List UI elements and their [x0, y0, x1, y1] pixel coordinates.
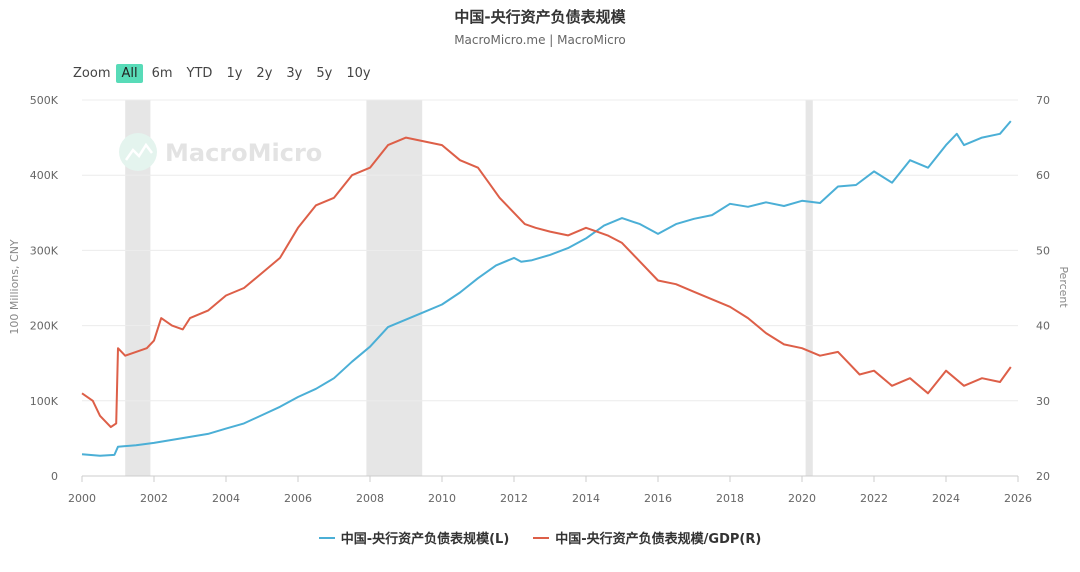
x-tick-label: 2026 — [1004, 492, 1032, 505]
legend-item-balance-sheet-gdp[interactable]: 中国-央行资产负债表规模/GDP(R) — [533, 528, 761, 547]
y-left-tick-label: 400K — [30, 169, 59, 182]
y-axis-right-title: Percent — [1057, 266, 1070, 308]
zoom-button-all[interactable]: All — [116, 63, 143, 83]
x-tick-label: 2018 — [716, 492, 744, 505]
x-tick-label: 2012 — [500, 492, 528, 505]
chart-subtitle: MacroMicro.me | MacroMicro — [454, 33, 626, 47]
x-tick-label: 2008 — [356, 492, 384, 505]
zoom-button-1y[interactable]: 1y — [226, 65, 243, 81]
y-left-tick-label: 100K — [30, 395, 59, 408]
series-line-0[interactable] — [81, 120, 1012, 457]
zoom-button-10y[interactable]: 10y — [346, 65, 371, 81]
watermark-text: MacroMicro — [165, 139, 322, 167]
series-line-1[interactable] — [81, 136, 1012, 429]
y-right-tick-label: 20 — [1036, 470, 1050, 483]
x-tick-label: 2000 — [68, 492, 96, 505]
macromicro-logo-icon — [119, 133, 157, 171]
shaded-period-1 — [366, 100, 423, 476]
legend-item-balance-sheet[interactable]: 中国-央行资产负债表规模(L) — [318, 528, 510, 547]
zoom-button-3y[interactable]: 3y — [286, 65, 303, 81]
zoom-button-5y[interactable]: 5y — [316, 65, 333, 81]
zoom-range-selector: Zoom All 6m YTD 1y 2y 3y 5y 10y — [73, 62, 380, 84]
legend-label: 中国-央行资产负债表规模/GDP(R) — [555, 532, 762, 547]
legend-label: 中国-央行资产负债表规模(L) — [340, 532, 510, 547]
x-tick-label: 2014 — [572, 492, 600, 505]
x-tick-label: 2002 — [140, 492, 168, 505]
y-left-tick-label: 0 — [51, 470, 58, 483]
y-right-tick-label: 60 — [1036, 169, 1050, 182]
chart-title: 中国-央行资产负债表规模 — [454, 8, 626, 26]
zoom-button-6m[interactable]: 6m — [151, 65, 173, 81]
x-tick-label: 2006 — [284, 492, 312, 505]
y-right-tick-label: 40 — [1036, 320, 1050, 333]
y-left-tick-label: 500K — [30, 94, 59, 107]
legend-swatch-icon — [533, 536, 550, 539]
x-tick-label: 2016 — [644, 492, 672, 505]
x-tick-label: 2024 — [932, 492, 960, 505]
y-right-tick-label: 30 — [1036, 395, 1050, 408]
legend-swatch-icon — [318, 536, 335, 539]
y-axis-left-title: 100 Millions, CNY — [8, 239, 21, 335]
x-tick-label: 2022 — [860, 492, 888, 505]
y-right-tick-label: 70 — [1036, 94, 1050, 107]
chart-legend: 中国-央行资产负债表规模(L) 中国-央行资产负债表规模/GDP(R) — [0, 528, 1080, 547]
x-tick-label: 2010 — [428, 492, 456, 505]
x-tick-label: 2004 — [212, 492, 240, 505]
x-tick-label: 2020 — [788, 492, 816, 505]
zoom-label: Zoom — [73, 65, 111, 81]
zoom-button-ytd[interactable]: YTD — [186, 65, 213, 81]
y-right-tick-label: 50 — [1036, 244, 1050, 257]
y-left-tick-label: 200K — [30, 320, 59, 333]
y-left-tick-label: 300K — [30, 244, 59, 257]
zoom-button-2y[interactable]: 2y — [256, 65, 273, 81]
shaded-period-2 — [805, 100, 813, 476]
